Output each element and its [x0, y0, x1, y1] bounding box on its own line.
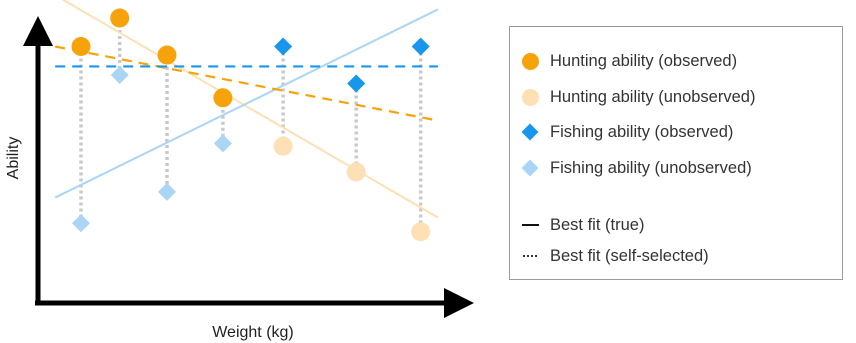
- fit-line-dashed-hunting-ability: [54, 45, 439, 122]
- legend-label: Fishing ability (observed): [550, 122, 734, 141]
- point-fishing-ability-unobserved: [72, 214, 90, 233]
- point-fishing-ability-unobserved: [110, 66, 129, 84]
- y-axis-label: Ability: [5, 137, 22, 180]
- legend-item-hunting-unobserved: Hunting ability (unobserved): [510, 85, 755, 109]
- point-fishing-ability-observed: [347, 74, 366, 93]
- fit-line-solid-hunting-ability: [61, 0, 439, 219]
- legend-label: Best fit (true): [550, 215, 645, 234]
- point-hunting-ability-observed: [157, 45, 177, 65]
- data-points: [71, 8, 431, 242]
- point-fishing-ability-unobserved: [158, 182, 176, 201]
- legend-label: Fishing ability (unobserved): [550, 158, 752, 177]
- point-fishing-ability-unobserved: [213, 134, 232, 153]
- fit-lines: [54, 0, 439, 219]
- connector-lines: [79, 18, 423, 232]
- legend-swatch: [521, 88, 539, 106]
- legend-swatch-solid-line: [521, 224, 539, 226]
- legend-item-best-fit-self-selected: Best fit (self-selected): [510, 244, 709, 268]
- point-hunting-ability-unobserved: [411, 222, 431, 242]
- point-hunting-ability-observed: [213, 88, 233, 108]
- point-fishing-ability-observed: [274, 37, 293, 56]
- legend-swatch-dotted-line: [523, 255, 537, 257]
- legend-item-best-fit-true: Best fit (true): [510, 213, 644, 237]
- fit-line-solid-fishing-ability: [54, 8, 439, 199]
- x-axis-label: Weight (kg): [212, 324, 294, 341]
- point-hunting-ability-unobserved: [273, 136, 293, 156]
- legend-item-fishing-unobserved: Fishing ability (unobserved): [510, 156, 752, 180]
- legend-item-fishing-observed: Fishing ability (observed): [510, 120, 733, 144]
- legend-item-hunting-observed: Hunting ability (observed): [510, 49, 737, 73]
- legend-swatch: [521, 159, 539, 177]
- legend: Hunting ability (observed) Hunting abili…: [509, 26, 843, 280]
- point-hunting-ability-observed: [71, 37, 91, 56]
- point-hunting-ability-unobserved: [346, 162, 366, 182]
- legend-label: Hunting ability (unobserved): [550, 87, 756, 106]
- point-fishing-ability-observed: [411, 37, 430, 56]
- legend-swatch: [521, 52, 539, 70]
- legend-label: Hunting ability (observed): [550, 51, 738, 70]
- chart-canvas: Weight (kg) Ability: [5, 0, 474, 341]
- legend-swatch: [521, 123, 539, 141]
- legend-label: Best fit (self-selected): [550, 246, 709, 265]
- point-hunting-ability-observed: [110, 8, 130, 28]
